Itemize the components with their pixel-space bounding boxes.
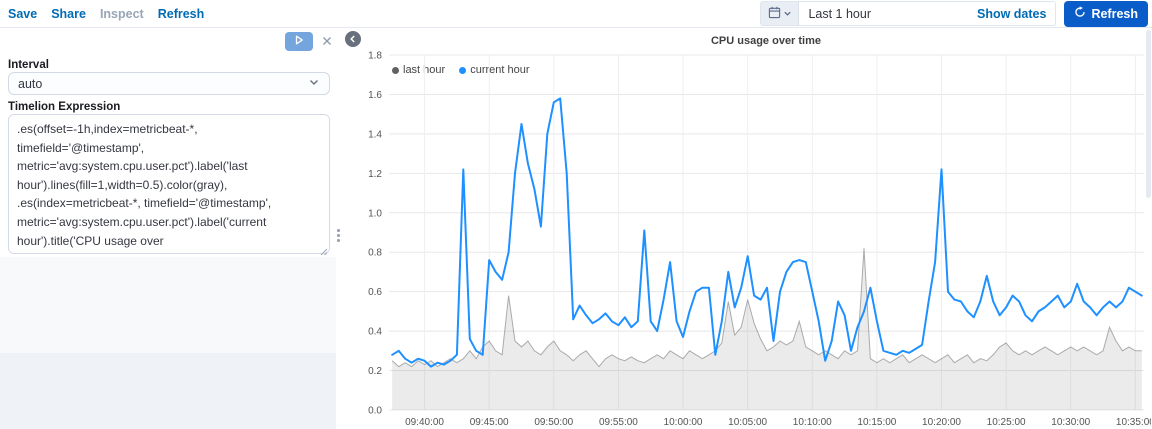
svg-text:09:50:00: 09:50:00	[534, 417, 573, 428]
svg-text:0.8: 0.8	[368, 248, 382, 259]
svg-text:1.0: 1.0	[368, 208, 382, 219]
svg-text:1.4: 1.4	[368, 129, 382, 140]
svg-text:09:45:00: 09:45:00	[470, 417, 509, 428]
interval-label: Interval	[8, 59, 49, 71]
timelion-expression-field-wrap: .es(offset=-1h,index=metricbeat-*, timef…	[8, 114, 330, 256]
interval-selected-value: auto	[18, 76, 43, 91]
chevron-down-icon	[308, 76, 320, 91]
svg-text:09:40:00: 09:40:00	[405, 417, 444, 428]
panel-actions	[285, 32, 335, 51]
legend-label-current-hour: current hour	[470, 64, 530, 76]
show-dates-button[interactable]: Show dates	[968, 2, 1055, 25]
refresh-button[interactable]: Refresh	[1064, 0, 1148, 27]
calendar-icon	[768, 6, 781, 22]
svg-text:10:05:00: 10:05:00	[728, 417, 767, 428]
svg-text:10:20:00: 10:20:00	[922, 417, 961, 428]
panel-background	[0, 257, 336, 429]
textarea-resize-handle[interactable]	[319, 243, 328, 256]
svg-text:1.2: 1.2	[368, 169, 382, 180]
svg-text:10:35:00: 10:35:00	[1116, 417, 1151, 428]
svg-text:0.4: 0.4	[368, 327, 382, 338]
scrollbar-thumb[interactable]	[1146, 30, 1151, 198]
time-range-picker: Last 1 hour Show dates	[760, 1, 1057, 26]
refresh-button-label: Refresh	[1091, 6, 1138, 21]
date-quick-select-button[interactable]	[761, 2, 800, 25]
timelion-expression-label: Timelion Expression	[8, 101, 121, 113]
svg-text:09:55:00: 09:55:00	[599, 417, 638, 428]
collapse-panel-button[interactable]	[345, 31, 361, 47]
timelion-expression-input[interactable]: .es(offset=-1h,index=metricbeat-*, timef…	[8, 114, 330, 254]
svg-text:10:25:00: 10:25:00	[987, 417, 1026, 428]
run-expression-button[interactable]	[285, 32, 313, 51]
chevron-left-icon	[348, 32, 358, 47]
play-icon	[293, 34, 305, 49]
top-nav: Save Share Inspect Refresh	[8, 7, 204, 21]
interval-select[interactable]: auto	[8, 72, 330, 95]
nav-refresh-link[interactable]: Refresh	[157, 6, 205, 21]
timelion-expression-panel: Interval auto Timelion Expression .es(of…	[0, 28, 343, 429]
panel-resize-handle[interactable]	[336, 229, 341, 245]
svg-text:1.8: 1.8	[368, 51, 382, 62]
top-bar: Save Share Inspect Refresh Las	[0, 0, 1152, 28]
refresh-icon	[1074, 6, 1086, 21]
nav-share-link[interactable]: Share	[51, 6, 86, 21]
chart-legend: last hour current hour	[392, 64, 530, 76]
nav-inspect-link: Inspect	[99, 6, 144, 21]
cpu-usage-chart-canvas[interactable]: 0.0 0.2 0.4 0.6 0.8 1.0 1.2 1.4 1.6 1.8 09:40:00 09…	[343, 28, 1151, 429]
chart-area: CPU usage over time last hour current ho…	[343, 28, 1152, 429]
time-range-value[interactable]: Last 1 hour	[808, 6, 871, 21]
legend-item-current-hour: current hour	[459, 64, 530, 76]
chart-title: CPU usage over time	[710, 35, 822, 47]
svg-text:1.6: 1.6	[368, 90, 382, 101]
svg-text:0.0: 0.0	[368, 406, 382, 417]
chevron-down-icon	[783, 6, 792, 21]
svg-text:10:15:00: 10:15:00	[857, 417, 896, 428]
legend-dot-last-hour	[392, 66, 399, 74]
svg-text:0.6: 0.6	[368, 287, 382, 298]
content-area: Interval auto Timelion Expression .es(of…	[0, 28, 1152, 429]
svg-text:10:30:00: 10:30:00	[1051, 417, 1090, 428]
nav-save-link[interactable]: Save	[8, 6, 38, 21]
svg-text:10:00:00: 10:00:00	[664, 417, 703, 428]
svg-text:0.2: 0.2	[368, 366, 382, 377]
close-editor-button[interactable]	[319, 34, 335, 50]
legend-dot-current-hour	[459, 66, 467, 74]
close-icon	[322, 34, 332, 49]
svg-text:10:10:00: 10:10:00	[793, 417, 832, 428]
